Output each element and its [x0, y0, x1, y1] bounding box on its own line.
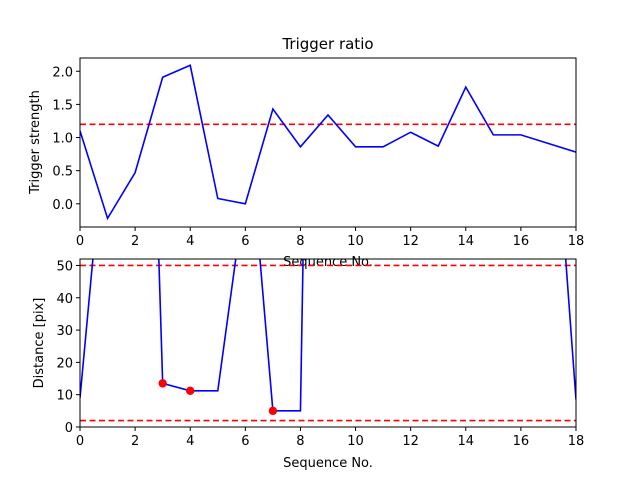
x-tick-label: 12: [402, 434, 419, 449]
x-tick-label: 18: [568, 234, 585, 249]
y-tick-label: 0.5: [52, 165, 73, 180]
x-tick-label: 10: [347, 234, 364, 249]
x-tick-label: 8: [296, 234, 304, 249]
axes-frame: [79, 258, 577, 428]
x-tick-label: 8: [296, 434, 304, 449]
plot-area: [80, 259, 576, 422]
y-tick-label: 40: [56, 292, 73, 307]
y-tick-label: 10: [56, 389, 73, 404]
series-line: [80, 64, 576, 221]
y-tick-label: 0: [65, 421, 73, 436]
trigger-ratio-ylabel: Trigger strength: [28, 90, 43, 195]
data-point-marker: [158, 379, 167, 388]
x-tick-label: 6: [241, 434, 249, 449]
x-tick-label: 0: [76, 434, 84, 449]
distance-axes: Sequence No. Distance [pix] 0 2 4 6 8 10 12 14 1…: [32, 258, 585, 471]
distance-xlabel: Sequence No.: [283, 456, 373, 471]
x-tick-label: 16: [513, 234, 530, 249]
data-point-marker: [268, 406, 278, 416]
x-tick-label: 14: [458, 234, 475, 249]
y-tick-label: 2.0: [52, 65, 73, 80]
data-point-marker: [186, 386, 195, 396]
x-tick-label: 16: [513, 434, 530, 449]
axes-frame: [79, 57, 577, 228]
x-tick-label: 4: [186, 434, 194, 449]
y-tick-label: 50: [56, 259, 73, 274]
trigger-ratio-title: Trigger ratio: [281, 35, 373, 53]
x-tick-label: 0: [76, 234, 84, 249]
trigger-ratio-xlabel: Sequence No.: [283, 255, 373, 270]
distance-ylabel: Distance [pix]: [32, 298, 47, 389]
plot-area: [80, 64, 576, 221]
x-tick-label: 4: [186, 234, 194, 249]
y-tick-label: 1.5: [52, 98, 73, 113]
x-tick-label: 2: [131, 434, 139, 449]
y-tick-label: 0.0: [52, 198, 73, 213]
x-tick-label: 18: [568, 434, 585, 449]
y-tick-label: 30: [56, 324, 73, 339]
x-tick-label: 12: [402, 234, 419, 249]
y-tick-label: 1.0: [52, 132, 73, 147]
y-tick-label: 20: [56, 356, 73, 371]
x-tick-label: 10: [347, 434, 364, 449]
x-tick-label: 14: [458, 434, 475, 449]
x-tick-label: 2: [131, 234, 139, 249]
x-tick-label: 6: [241, 234, 249, 249]
